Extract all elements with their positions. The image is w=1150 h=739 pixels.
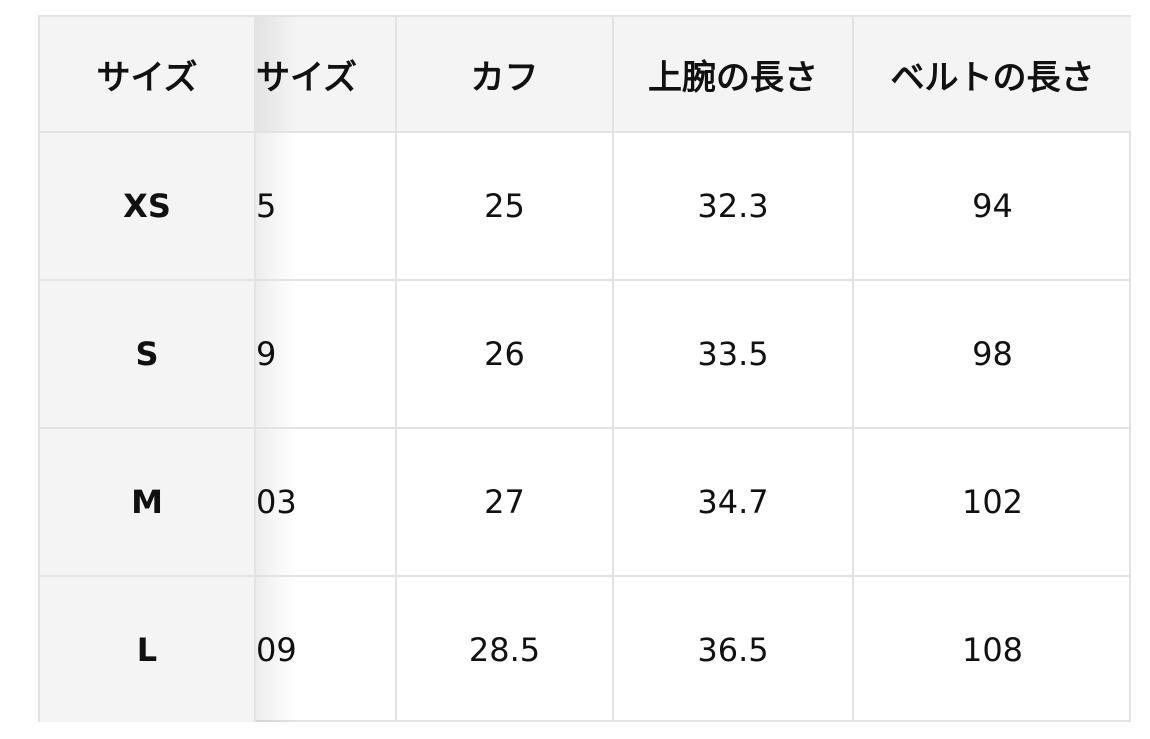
size-cell: L [40, 577, 296, 722]
belt-cell: 94 [854, 133, 1131, 281]
table-row: L 09 28.5 36.5 108 [40, 577, 1133, 722]
size-table[interactable]: サイズ サイズ カフ 上腕の長さ ベルトの長さ XS 5 25 32.3 94 … [38, 15, 1131, 722]
partial-cell: 09 [256, 577, 397, 722]
cuff-cell: 26 [397, 281, 614, 429]
table-row: XS 5 25 32.3 94 [40, 133, 1133, 281]
cuff-cell: 25 [397, 133, 614, 281]
belt-cell: 98 [854, 281, 1131, 429]
header-size-sticky: サイズ [40, 17, 296, 133]
table-header-row: サイズ サイズ カフ 上腕の長さ ベルトの長さ [40, 17, 1133, 133]
belt-cell: 108 [961, 630, 1024, 669]
upper-arm-cell: 32.3 [614, 133, 854, 281]
upper-arm-cell: 36.5 [614, 577, 854, 722]
partial-cell: 9 [256, 281, 397, 429]
upper-arm-cell: 33.5 [614, 281, 854, 429]
partial-cell: 03 [256, 429, 397, 577]
size-cell: XS [40, 133, 296, 281]
header-scrolled-column: サイズ [256, 17, 397, 133]
size-cell: M [40, 429, 296, 577]
header-cuff: カフ [397, 17, 614, 133]
upper-arm-cell: 34.7 [614, 429, 854, 577]
header-upper-arm: 上腕の長さ [614, 17, 854, 133]
cuff-cell: 27 [397, 429, 614, 577]
table-row: M 03 27 34.7 102 [40, 429, 1133, 577]
partial-cell: 5 [256, 133, 397, 281]
size-cell: S [40, 281, 296, 429]
header-belt: ベルトの長さ [854, 17, 1131, 133]
belt-cell: 102 [854, 429, 1131, 577]
table-row: S 9 26 33.5 98 [40, 281, 1133, 429]
cuff-cell: 28.5 [397, 577, 614, 722]
